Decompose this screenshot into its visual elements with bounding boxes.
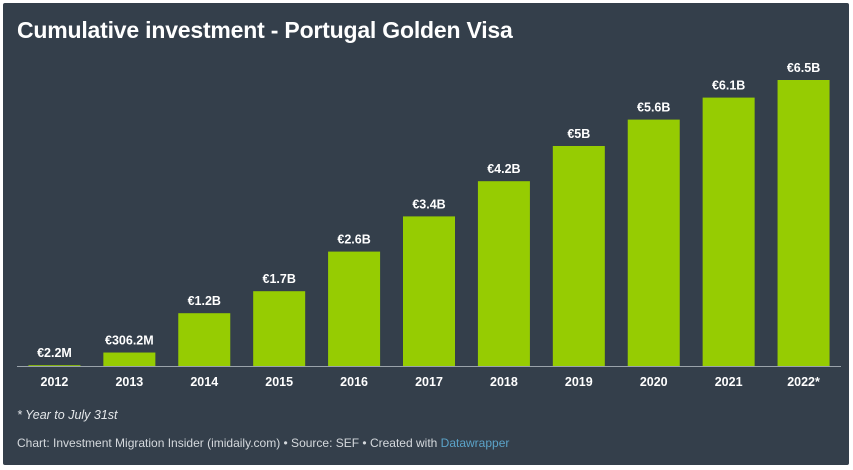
bar-chart: €2.2M 2012 €306.2M 2013 €1.2B 2014 €1.7B 2015 €2… <box>17 61 841 389</box>
data-label-2022: €6.5B <box>787 61 820 75</box>
bar-2018 <box>477 181 530 366</box>
data-label-2019: €5B <box>567 127 590 141</box>
x-tick-label-2019: 2019 <box>565 375 593 389</box>
x-tick-label-2016: 2016 <box>340 375 368 389</box>
bar-2017 <box>403 216 455 366</box>
data-label-2016: €2.6B <box>337 233 370 247</box>
bar-2012 <box>28 365 81 366</box>
x-tick-label-2018: 2018 <box>490 375 518 389</box>
data-label-2012: €2.2M <box>37 346 72 360</box>
x-tick-label-2020: 2020 <box>640 375 668 389</box>
bar-2016 <box>328 251 381 366</box>
x-tick-label-2014: 2014 <box>190 375 218 389</box>
data-label-2013: €306.2M <box>105 334 154 348</box>
bar-2022 <box>777 80 830 366</box>
data-label-2020: €5.6B <box>637 101 670 115</box>
bar-2020 <box>627 119 680 366</box>
chart-title: Cumulative investment - Portugal Golden … <box>17 17 513 43</box>
x-tick-label-2022: 2022* <box>787 375 820 389</box>
datawrapper-link[interactable]: Datawrapper <box>440 436 510 450</box>
x-tick-label-2017: 2017 <box>415 375 443 389</box>
bar-2019 <box>552 146 605 366</box>
footnote: * Year to July 31st <box>17 408 118 422</box>
x-tick-label-2021: 2021 <box>715 375 743 389</box>
credit-text: Chart: Investment Migration Insider (imi… <box>17 436 441 450</box>
bar-2015 <box>253 291 306 366</box>
x-tick-label-2012: 2012 <box>41 375 69 389</box>
data-label-2015: €1.7B <box>263 272 296 286</box>
chart-card: Cumulative investment - Portugal Golden … <box>3 3 849 465</box>
bar-2013 <box>103 352 156 366</box>
credit-line: Chart: Investment Migration Insider (imi… <box>17 436 509 450</box>
data-label-2021: €6.1B <box>712 79 745 93</box>
data-label-2017: €3.4B <box>412 197 445 211</box>
data-label-2018: €4.2B <box>487 162 520 176</box>
bar-2014 <box>178 313 231 366</box>
data-label-2014: €1.2B <box>188 294 221 308</box>
x-tick-label-2013: 2013 <box>115 375 143 389</box>
x-tick-label-2015: 2015 <box>265 375 293 389</box>
bar-2021 <box>702 97 755 366</box>
